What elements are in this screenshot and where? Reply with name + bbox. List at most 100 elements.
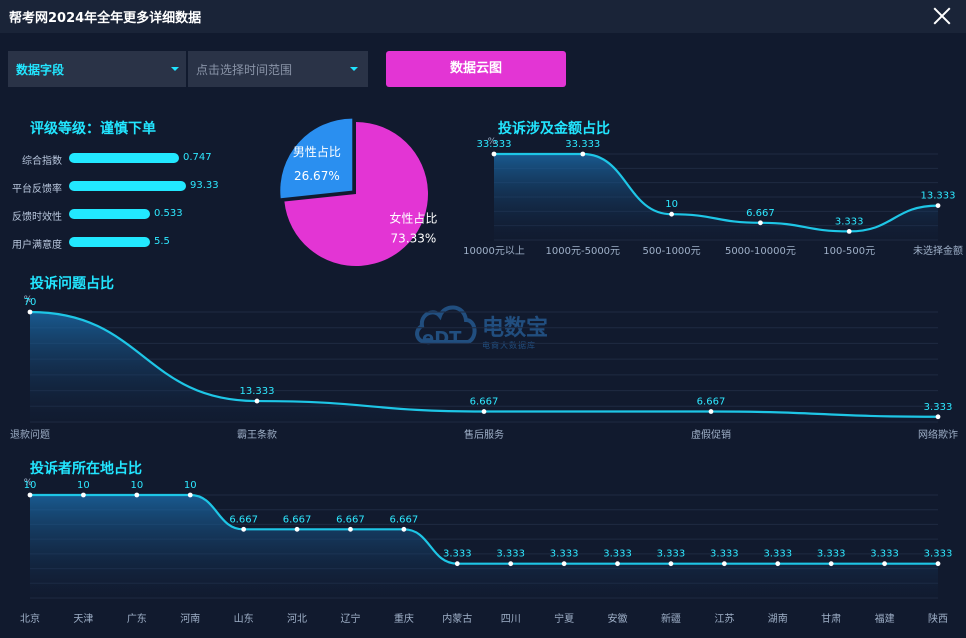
y-axis-unit: % xyxy=(488,137,497,147)
time-range-picker[interactable]: 点击选择时间范围 xyxy=(188,51,368,87)
data-label: 13.333 xyxy=(921,191,956,202)
x-tick-label: 宁夏 xyxy=(554,612,574,625)
data-label: 6.667 xyxy=(746,208,775,219)
x-tick-label: 广东 xyxy=(127,612,147,625)
watermark-sub: 电商大数据库 xyxy=(482,341,536,350)
wordcloud-button[interactable]: 数据云图 xyxy=(386,51,566,87)
data-point xyxy=(454,561,460,567)
x-tick-label: 网络欺诈 xyxy=(918,428,958,441)
data-label: 3.333 xyxy=(710,549,739,560)
metric-value: 5.5 xyxy=(154,236,170,247)
metric-label: 反馈时效性 xyxy=(12,212,62,223)
data-point xyxy=(721,561,727,567)
data-point xyxy=(254,398,260,404)
x-tick-label: 500-1000元 xyxy=(643,246,701,257)
y-axis-unit: % xyxy=(24,478,33,488)
pie-slice xyxy=(280,118,353,199)
metric-value: 93.33 xyxy=(190,180,219,191)
series-line xyxy=(493,152,939,233)
metric-bar xyxy=(69,153,179,163)
title-bar: 帮考网2024年全年更多详细数据 xyxy=(0,0,966,33)
data-label: 3.333 xyxy=(817,549,846,560)
x-tick-label: 陕西 xyxy=(928,612,948,625)
x-tick-label: 辽宁 xyxy=(340,612,360,625)
metric-label: 用户满意度 xyxy=(12,240,62,251)
data-label: 70 xyxy=(24,297,37,308)
time-range-placeholder: 点击选择时间范围 xyxy=(196,63,293,77)
x-tick-label: 福建 xyxy=(875,612,895,625)
x-tick-label: 北京 xyxy=(20,612,40,625)
data-point xyxy=(668,561,674,567)
x-tick-label: 虚假促销 xyxy=(691,428,731,441)
data-label: 3.333 xyxy=(924,402,953,413)
data-point xyxy=(508,561,514,567)
data-point xyxy=(27,492,33,498)
metric-bar xyxy=(69,181,186,191)
data-label: 13.333 xyxy=(240,386,275,397)
data-label: 3.333 xyxy=(443,549,472,560)
data-point xyxy=(935,414,941,420)
data-label: 3.333 xyxy=(496,549,525,560)
data-point xyxy=(491,151,497,157)
x-tick-label: 天津 xyxy=(73,613,93,625)
x-tick-label: 10000元以上 xyxy=(463,245,525,257)
data-label: 6.667 xyxy=(283,514,312,525)
amount-chart-title: 投诉涉及金额占比 xyxy=(498,121,610,137)
data-point xyxy=(241,526,247,532)
x-tick-label: 100-500元 xyxy=(823,246,875,257)
x-tick-label: 河南 xyxy=(180,612,200,625)
x-tick-label: 山东 xyxy=(234,612,254,625)
data-point xyxy=(81,492,86,498)
pie-value: 26.67% xyxy=(294,169,340,183)
data-point xyxy=(134,492,140,498)
window-title: 帮考网2024年全年更多详细数据 xyxy=(9,11,202,26)
data-label: 3.333 xyxy=(763,549,792,560)
data-field-select-value: 数据字段 xyxy=(16,63,65,77)
x-tick-label: 新疆 xyxy=(661,612,681,625)
data-label: 3.333 xyxy=(603,549,632,560)
pie-label: 女性占比 xyxy=(389,210,437,225)
data-point xyxy=(775,561,781,567)
data-field-select[interactable]: 数据字段 xyxy=(8,51,186,87)
data-label: 3.333 xyxy=(870,549,899,560)
pie-label: 男性占比 xyxy=(293,144,341,159)
data-point xyxy=(615,561,620,567)
data-point xyxy=(27,309,33,315)
data-label: 6.667 xyxy=(470,397,499,408)
x-tick-label: 售后服务 xyxy=(464,428,504,441)
area-fill xyxy=(30,312,938,422)
x-tick-label: 湖南 xyxy=(768,612,788,625)
data-point xyxy=(348,526,353,532)
data-label: 33.333 xyxy=(565,139,600,150)
metric-value: 0.747 xyxy=(183,152,212,163)
x-tick-label: 重庆 xyxy=(394,612,414,625)
data-point xyxy=(846,229,852,234)
data-label: 10 xyxy=(130,480,143,491)
area-fill xyxy=(494,154,938,240)
x-tick-label: 甘肃 xyxy=(821,612,841,625)
data-point xyxy=(294,526,300,532)
data-label: 3.333 xyxy=(657,549,686,560)
data-point xyxy=(401,526,407,532)
data-label: 6.667 xyxy=(229,514,258,525)
data-point xyxy=(758,220,763,226)
x-tick-label: 四川 xyxy=(501,614,521,625)
issue-chart-title: 投诉问题占比 xyxy=(30,276,114,292)
data-point xyxy=(669,211,674,217)
data-point xyxy=(708,409,714,414)
data-point xyxy=(935,203,941,209)
data-point xyxy=(882,561,887,567)
x-tick-label: 内蒙古 xyxy=(442,612,472,625)
metric-value: 0.533 xyxy=(154,208,183,219)
y-axis-unit: % xyxy=(24,295,33,305)
x-tick-label: 未选择金额 xyxy=(913,244,963,257)
data-label: 10 xyxy=(24,480,37,491)
x-tick-label: 1000元-5000元 xyxy=(546,246,621,257)
data-label: 6.667 xyxy=(390,514,419,525)
data-point xyxy=(828,561,834,567)
chevron-down-icon xyxy=(350,67,358,71)
data-label: 10 xyxy=(665,199,678,210)
data-label: 6.667 xyxy=(697,397,726,408)
watermark-name: 电数宝 xyxy=(482,316,549,341)
